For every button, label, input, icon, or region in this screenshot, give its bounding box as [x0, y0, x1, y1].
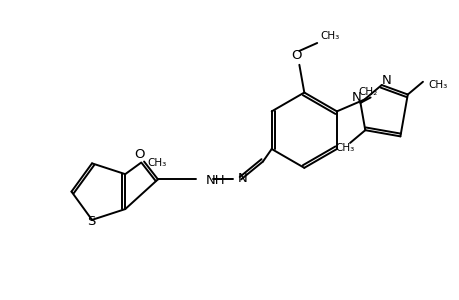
- Text: O: O: [291, 50, 301, 62]
- Text: O: O: [134, 148, 144, 161]
- Text: NH: NH: [205, 174, 224, 187]
- Text: S: S: [87, 215, 95, 228]
- Text: N: N: [381, 74, 391, 87]
- Text: CH₃: CH₃: [319, 31, 339, 41]
- Text: CH₂: CH₂: [357, 86, 376, 97]
- Text: N: N: [238, 172, 247, 185]
- Text: CH₃: CH₃: [335, 143, 354, 153]
- Text: N: N: [351, 92, 361, 104]
- Text: CH₃: CH₃: [427, 80, 446, 90]
- Text: CH₃: CH₃: [147, 158, 166, 169]
